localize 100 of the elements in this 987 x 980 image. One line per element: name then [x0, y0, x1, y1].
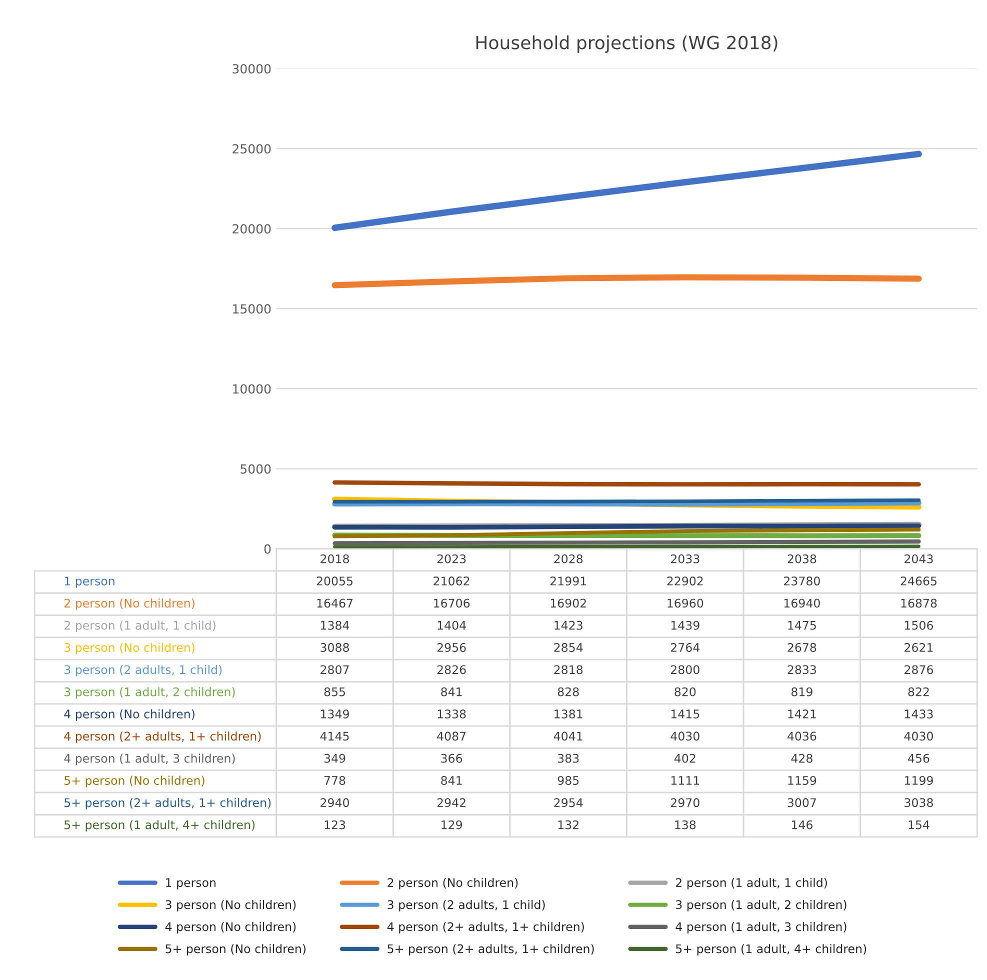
- data-label: 4030: [670, 732, 700, 741]
- data-label: 1433: [905, 710, 933, 718]
- legend-label: 5+ person (2+ adults, 1+ children): [388, 944, 594, 956]
- data-label: 1439: [671, 620, 700, 630]
- data-label: 366: [441, 754, 462, 763]
- legend-label: 2 person (1 adult, 1 child): [676, 878, 827, 890]
- data-label: 132: [558, 820, 578, 830]
- data-label: 841: [441, 687, 462, 696]
- text: 5+ person (2+ adults, 1+ children): [64, 798, 271, 810]
- data-label: 2954: [554, 798, 583, 808]
- data-label: 23780: [784, 576, 820, 586]
- data-label: 138: [675, 820, 696, 830]
- text: 2 person (No children): [64, 598, 194, 610]
- data-label: 4036: [787, 732, 816, 741]
- data-label: 1159: [788, 776, 816, 785]
- data-label: 2807: [320, 665, 349, 674]
- y-tick-label: 5000: [240, 464, 271, 474]
- data-label: 2621: [904, 643, 933, 652]
- text: 3 person (1 adult, 2 children): [64, 687, 235, 699]
- data-label: 123: [324, 820, 346, 830]
- data-label: 1506: [905, 620, 934, 630]
- data-label: 819: [791, 687, 812, 696]
- data-label: 1421: [788, 710, 816, 718]
- data-label: 828: [558, 687, 579, 696]
- data-label: 822: [908, 687, 929, 696]
- data-label: 16706: [434, 598, 470, 608]
- data-label: 3007: [788, 798, 816, 808]
- data-label: 2818: [554, 665, 583, 674]
- data-label: 4087: [437, 732, 466, 741]
- data-label: 16902: [550, 598, 586, 608]
- data-label: 2764: [670, 643, 700, 652]
- data-label: 21062: [434, 576, 470, 586]
- data-label: 1349: [321, 710, 349, 718]
- data-label: 428: [791, 754, 812, 763]
- text: 5+ person (1 adult, 4+ children): [64, 820, 255, 832]
- data-label: 2956: [437, 643, 466, 652]
- x-tick-label: 2018: [320, 554, 349, 564]
- text: 4 person (No children): [64, 709, 194, 721]
- y-tick-label: 25000: [232, 144, 271, 154]
- data-label: 349: [324, 754, 346, 763]
- data-label: 1384: [321, 620, 350, 630]
- legend-label: 4 person (1 adult, 3 children): [676, 922, 846, 934]
- text: 3 person (No children): [64, 642, 194, 654]
- data-label: 4145: [320, 732, 349, 741]
- data-label: 2800: [670, 665, 700, 674]
- y-tick-label: 20000: [232, 224, 271, 234]
- y-tick-label: 0: [264, 544, 271, 554]
- data-label: 16960: [668, 598, 704, 608]
- data-label: 4041: [554, 732, 582, 741]
- chart-title: Household projections (WG 2018): [476, 35, 778, 53]
- legend-label: 2 person (No children): [388, 878, 518, 890]
- data-label: 456: [908, 754, 930, 763]
- y-tick-label: 30000: [232, 64, 271, 74]
- data-label: 2854: [554, 643, 583, 652]
- data-label: 4030: [904, 732, 933, 741]
- x-tick-label: 2028: [554, 554, 583, 564]
- data-label: 1199: [905, 776, 933, 785]
- data-label: 1475: [788, 621, 816, 630]
- data-label: 778: [324, 776, 346, 785]
- data-label: 820: [674, 687, 696, 696]
- data-label: 855: [324, 687, 345, 696]
- data-label: 21991: [550, 576, 586, 586]
- data-label: 3038: [904, 798, 933, 808]
- y-tick-label: 10000: [233, 384, 271, 394]
- data-label: 154: [908, 820, 930, 830]
- data-label: 1415: [671, 710, 700, 718]
- data-label: 24665: [900, 576, 936, 586]
- legend-label: 3 person (2 adults, 1 child): [388, 900, 545, 912]
- data-label: 1111: [671, 776, 700, 785]
- legend-label: 4 person (No children): [165, 922, 296, 934]
- legend-label: 5+ person (No children): [166, 944, 306, 956]
- data-label: 3088: [320, 643, 349, 652]
- legend-label: 3 person (1 adult, 2 children): [676, 900, 846, 912]
- y-tick-label: 15000: [233, 304, 271, 314]
- data-label: 1404: [438, 620, 466, 630]
- data-label: 2876: [904, 665, 934, 674]
- data-label: 1423: [554, 620, 582, 630]
- data-label: 16467: [317, 598, 353, 608]
- data-label: 2942: [437, 798, 466, 808]
- data-label: 16878: [901, 598, 937, 608]
- legend-label: 1 person: [166, 878, 216, 890]
- data-label: 22902: [667, 576, 703, 586]
- data-label: 16940: [784, 598, 820, 608]
- data-label: 2970: [670, 798, 700, 808]
- text: 1 person: [64, 576, 114, 588]
- data-label: 1338: [438, 710, 466, 718]
- data-label: 2678: [788, 643, 816, 652]
- data-label: 985: [558, 776, 579, 785]
- x-tick-label: 2043: [904, 554, 933, 564]
- text: 4 person (2+ adults, 1+ children): [64, 731, 261, 743]
- text: 3 person (2 adults, 1 child): [64, 664, 222, 676]
- legend-label: 5+ person (1 adult, 4+ children): [676, 944, 866, 956]
- x-tick-label: 2038: [788, 554, 816, 564]
- data-label: 402: [674, 754, 696, 763]
- data-label: 2833: [788, 665, 816, 674]
- data-label: 383: [558, 754, 579, 763]
- data-label: 20055: [316, 576, 353, 586]
- text: 2 person (1 adult, 1 child): [64, 620, 216, 632]
- legend-label: 4 person (2+ adults, 1+ children): [387, 922, 584, 934]
- data-label: 2826: [437, 665, 466, 674]
